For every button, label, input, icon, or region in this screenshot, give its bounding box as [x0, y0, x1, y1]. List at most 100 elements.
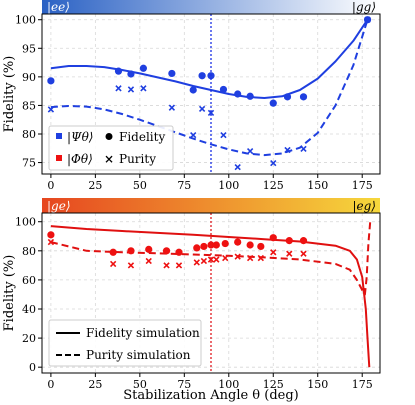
bot-fidelity-point — [299, 237, 308, 245]
bottom-legend: Fidelity simulation Purity simulation — [48, 319, 202, 367]
bottom-axis-ticks: 0 25 50 75 100 125 150 175 0 20 40 60 80 100 — [15, 216, 373, 391]
top-legend-phi: |Φθ⟩ — [67, 152, 93, 166]
bot-purity-point — [163, 262, 170, 269]
top-fidelity-simulation-line — [50, 19, 369, 99]
top-ytick-label: 95 — [22, 42, 36, 55]
bottom-bar-left-label: |ge⟩ — [47, 199, 71, 213]
bot-purity-point — [145, 257, 152, 265]
bot-ytick-label: 60 — [22, 274, 36, 287]
bot-xtick-label: 50 — [133, 378, 147, 391]
bot-xtick-label: 100 — [218, 378, 239, 391]
bot-fidelity-point — [162, 247, 171, 255]
top-ytick-label: 75 — [22, 157, 36, 170]
bot-fidelity-point — [200, 242, 208, 251]
top-fidelity-point — [189, 86, 197, 94]
top-purity-point — [220, 131, 227, 139]
top-ytick-label: 90 — [22, 71, 36, 84]
bot-fidelity-point — [193, 244, 201, 252]
bot-fidelity-point — [221, 239, 229, 248]
top-purity-point — [246, 147, 254, 155]
bot-xtick-label: 125 — [263, 378, 284, 391]
bot-purity-point — [257, 254, 264, 262]
top-axis-ticks: 0 25 50 75 100 125 150 175 75 80 85 90 95 100 — [15, 14, 373, 192]
top-fidelity-point — [168, 69, 176, 78]
top-purity-point — [168, 104, 176, 111]
top-xtick-label: 100 — [218, 179, 239, 192]
top-fidelity-point — [219, 85, 228, 94]
top-legend-x-marker: × — [104, 152, 114, 166]
top-purity-point — [140, 85, 147, 92]
top-xtick-label: 25 — [88, 179, 102, 192]
bot-xtick-label: 175 — [352, 378, 373, 391]
top-legend-box — [48, 125, 174, 171]
bottom-data-points — [47, 231, 308, 269]
bottom-legend-box — [48, 319, 202, 367]
top-legend-purity: Purity — [119, 152, 156, 166]
bot-purity-point — [193, 259, 200, 266]
bot-ytick-label: 20 — [22, 332, 36, 345]
bot-purity-point — [234, 253, 241, 260]
top-ytick-label: 80 — [22, 128, 36, 141]
top-fidelity-point — [283, 93, 292, 101]
bot-ytick-label: 40 — [22, 303, 36, 316]
top-legend-fidelity: Fidelity — [119, 130, 165, 144]
top-xtick-label: 125 — [263, 179, 284, 192]
bot-xtick-label: 150 — [307, 378, 328, 391]
bottom-bar-right-label: |eg⟩ — [352, 199, 376, 213]
bot-purity-point — [127, 262, 135, 269]
bot-purity-point — [109, 260, 117, 268]
top-fidelity-point — [269, 99, 277, 107]
top-xtick-label: 0 — [47, 179, 54, 192]
bot-fidelity-point — [47, 231, 55, 239]
bot-fidelity-point — [212, 241, 220, 249]
bot-xtick-label: 75 — [177, 378, 191, 391]
top-purity-simulation-line — [50, 19, 369, 157]
top-legend: |Ψθ⟩ Fidelity |Φθ⟩ × Purity — [48, 125, 174, 171]
bottom-state-bar — [42, 198, 380, 213]
top-fidelity-point — [246, 92, 254, 100]
bot-fidelity-simulation-line — [50, 225, 371, 368]
top-fidelity-point — [139, 64, 147, 72]
bot-purity-point — [207, 256, 215, 263]
top-purity-point — [300, 145, 307, 153]
bot-purity-point — [200, 257, 208, 265]
top-legend-psi: |Ψθ⟩ — [67, 130, 93, 144]
top-purity-point — [207, 109, 215, 117]
bot-purity-point — [222, 254, 229, 262]
bot-fidelity-point — [234, 238, 242, 246]
top-legend-red-square — [56, 155, 62, 161]
bot-ytick-label: 0 — [29, 361, 36, 374]
bot-ytick-label: 100 — [15, 216, 36, 229]
bot-fidelity-point — [269, 234, 277, 242]
bot-fidelity-point — [246, 241, 254, 249]
top-ylabel: Fidelity (%) — [2, 56, 17, 133]
bottom-xlabel: Stabilization Angle θ (deg) — [123, 388, 299, 403]
top-ytick-label: 100 — [15, 14, 36, 27]
top-purity-point — [190, 131, 197, 139]
bot-purity-point — [175, 262, 183, 269]
bot-purity-point — [286, 250, 293, 257]
bot-purity-point — [246, 254, 254, 262]
bot-purity-simulation-line — [50, 221, 372, 296]
bot-purity-point — [47, 238, 55, 246]
top-fidelity-point — [127, 70, 135, 78]
bot-fidelity-point — [145, 245, 153, 253]
top-bar-left-label: |ee⟩ — [47, 0, 70, 14]
bot-purity-point — [213, 256, 220, 263]
top-purity-point — [234, 163, 241, 171]
top-fidelity-point — [234, 90, 242, 98]
bot-xtick-label: 25 — [88, 378, 102, 391]
bottom-legend-purity-sim: Purity simulation — [86, 348, 191, 362]
top-legend-circle-marker — [105, 133, 113, 140]
bot-fidelity-point — [127, 247, 135, 255]
top-xtick-label: 75 — [177, 179, 191, 192]
top-fidelity-point — [47, 77, 55, 85]
top-xtick-label: 150 — [307, 179, 328, 192]
top-plot-frame — [41, 13, 381, 175]
top-purity-point — [270, 159, 277, 167]
bottom-legend-fidelity-sim: Fidelity simulation — [86, 326, 200, 340]
top-data-points — [47, 16, 372, 171]
bottom-plot-frame — [41, 212, 381, 374]
bot-fidelity-point — [257, 242, 265, 251]
